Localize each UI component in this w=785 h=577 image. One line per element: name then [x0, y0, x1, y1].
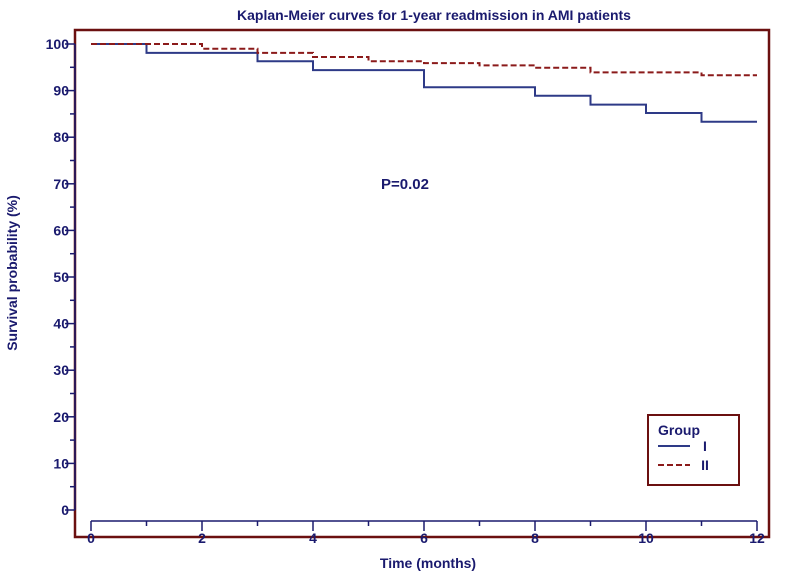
x-tick-label: 12 — [749, 530, 765, 546]
series-layer — [91, 43, 757, 123]
y-axis-label: Survival probability (%) — [4, 195, 20, 351]
series-line-1 — [91, 43, 757, 123]
legend: Group III — [647, 414, 740, 486]
y-tick-label: 70 — [53, 176, 69, 192]
y-tick-label: 80 — [53, 129, 69, 145]
legend-frame — [647, 414, 740, 486]
series-line-2 — [91, 43, 757, 77]
y-tick-label: 100 — [46, 36, 70, 52]
x-tick-label: 8 — [531, 530, 539, 546]
x-axis: 0 2 4 6 8 10 12 — [87, 520, 765, 546]
y-tick-label: 40 — [53, 316, 69, 332]
x-tick-label: 6 — [420, 530, 428, 546]
x-tick-label: 10 — [638, 530, 654, 546]
legend-items: III — [658, 438, 709, 473]
x-tick-label: 0 — [87, 530, 95, 546]
x-axis-label: Time (months) — [380, 555, 476, 571]
y-tick-label: 60 — [53, 222, 69, 238]
y-tick-label: 30 — [53, 362, 69, 378]
y-tick-label: 90 — [53, 83, 69, 99]
legend-label-1: I — [703, 438, 707, 454]
x-tick-label: 4 — [309, 530, 317, 546]
chart-title: Kaplan-Meier curves for 1-year readmissi… — [237, 7, 631, 23]
p-value-annotation: P=0.02 — [381, 176, 429, 193]
y-tick-label: 0 — [61, 502, 69, 518]
legend-title: Group — [658, 422, 700, 438]
y-tick-label: 10 — [53, 455, 69, 471]
legend-label-2: II — [701, 457, 709, 473]
y-tick-label: 50 — [53, 269, 69, 285]
y-axis: 0 10 20 30 40 50 60 70 80 90 100 — [46, 36, 76, 518]
x-tick-label: 2 — [198, 530, 206, 546]
y-tick-label: 20 — [53, 409, 69, 425]
